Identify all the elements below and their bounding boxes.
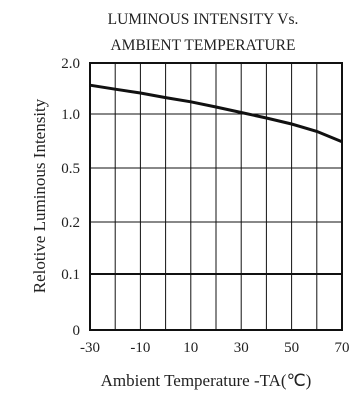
chart-title-line-1: LUMINOUS INTENSITY Vs. bbox=[108, 11, 299, 28]
plot-frame bbox=[89, 62, 343, 331]
y-tick-labels: 0 0.1 0.2 0.5 1.0 2.0 bbox=[61, 56, 80, 339]
grid-lines bbox=[90, 63, 342, 330]
x-tick-label: -10 bbox=[130, 340, 150, 356]
y-tick-label: 0.1 bbox=[61, 267, 80, 283]
x-tick-label: 50 bbox=[284, 340, 299, 356]
x-axis-label: Ambient Temperature -TA(℃) bbox=[101, 371, 312, 390]
x-tick-label: -30 bbox=[80, 340, 100, 356]
x-tick-labels: -30 -10 10 30 50 70 bbox=[80, 340, 350, 356]
y-tick-label: 1.0 bbox=[61, 107, 80, 123]
y-axis-label: Relotive Luminous Intensity bbox=[30, 98, 49, 293]
chart-title-line-2: AMBIENT TEMPERATURE bbox=[110, 37, 295, 54]
x-tick-label: 10 bbox=[183, 340, 198, 356]
y-tick-label: 0.5 bbox=[61, 161, 80, 177]
y-tick-label: 2.0 bbox=[61, 56, 80, 72]
series-line bbox=[89, 83, 343, 144]
x-tick-label: 70 bbox=[335, 340, 350, 356]
y-tick-label: 0 bbox=[73, 323, 81, 339]
x-tick-label: 30 bbox=[234, 340, 249, 356]
y-tick-label: 0.2 bbox=[61, 215, 80, 231]
